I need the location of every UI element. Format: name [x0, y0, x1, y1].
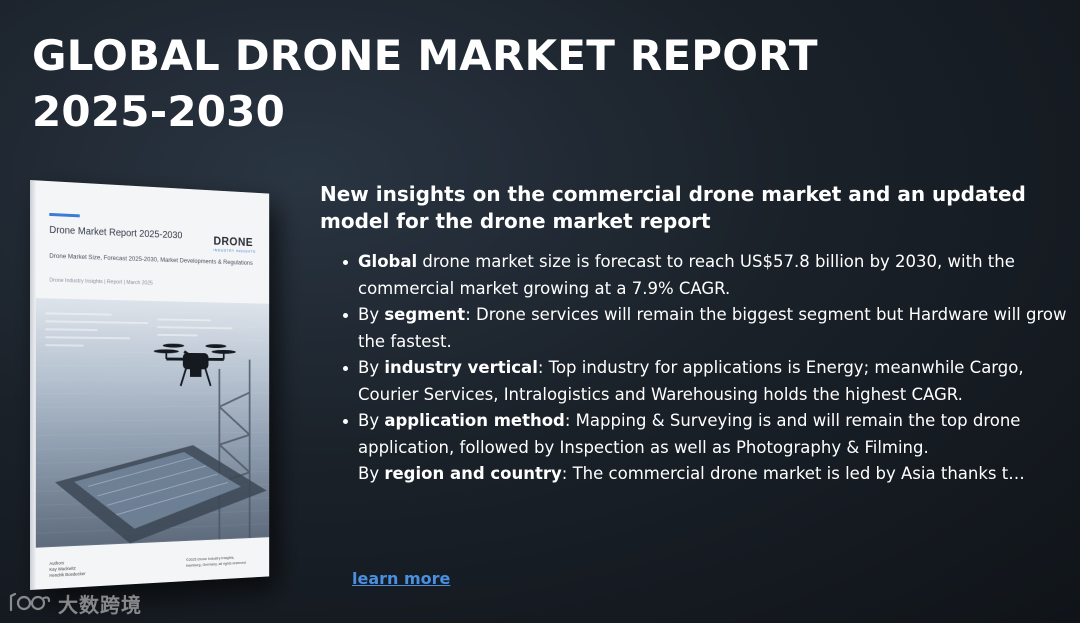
bullet-text: drone market size is forecast to reach U… — [358, 252, 1015, 298]
cover-copyright: ©2025 Drone Industry Insights, Hamburg, … — [186, 554, 256, 568]
bullet-prefix: By — [358, 305, 384, 324]
list-item-region: By region and country: The commercial dr… — [358, 461, 1070, 488]
insights-list: Global drone market size is forecast to … — [340, 249, 1070, 488]
bullet-keyword: application method — [384, 411, 565, 430]
drone-illustration-icon — [36, 298, 269, 548]
watermark-text: 大数跨境 — [58, 589, 142, 618]
list-item-industry-vertical: By industry vertical: Top industry for a… — [358, 355, 1070, 408]
drone-industry-insights-logo: DRONE INDUSTRY INSIGHTS — [213, 234, 255, 254]
list-item-global: Global drone market size is forecast to … — [358, 249, 1070, 302]
watermark: 大数跨境 — [8, 589, 142, 617]
list-item-application-method: By application method: Mapping & Surveyi… — [358, 408, 1070, 461]
brand-logo-icon — [8, 590, 52, 616]
bullet-prefix: By — [358, 358, 384, 377]
logo-sub-text: INDUSTRY INSIGHTS — [213, 247, 255, 253]
cover-subtitle: Drone Market Size, Forecast 2025-2030, M… — [49, 253, 253, 267]
bullet-prefix: By — [358, 464, 384, 483]
cover-authors: Authors Kay Wackwitz Hendrik Boedecker — [49, 557, 124, 579]
cover-drone-photo — [36, 298, 269, 548]
bullet-prefix: By — [358, 411, 384, 430]
bullet-text: : The commercial drone market is led by … — [562, 464, 1025, 483]
bullet-keyword: Global — [358, 252, 417, 271]
cover-accent-line — [49, 213, 79, 217]
cover-title: Drone Market Report 2025-2030 — [49, 225, 182, 241]
learn-more-link[interactable]: learn more — [352, 569, 450, 588]
report-cover-image[interactable]: Drone Market Report 2025-2030 DRONE INDU… — [30, 180, 269, 590]
section-heading: New insights on the commercial drone mar… — [320, 181, 1050, 235]
bullet-keyword: segment — [384, 305, 465, 324]
list-item-segment: By segment: Drone services will remain t… — [358, 302, 1070, 355]
cover-meta: Drone Industry Insights | Report | March… — [49, 278, 153, 287]
bullet-keyword: region and country — [384, 464, 561, 483]
bullet-text: : Drone services will remain the biggest… — [358, 305, 1067, 351]
page-title: GLOBAL DRONE MARKET REPORT 2025-2030 — [32, 28, 932, 140]
bullet-keyword: industry vertical — [384, 358, 538, 377]
